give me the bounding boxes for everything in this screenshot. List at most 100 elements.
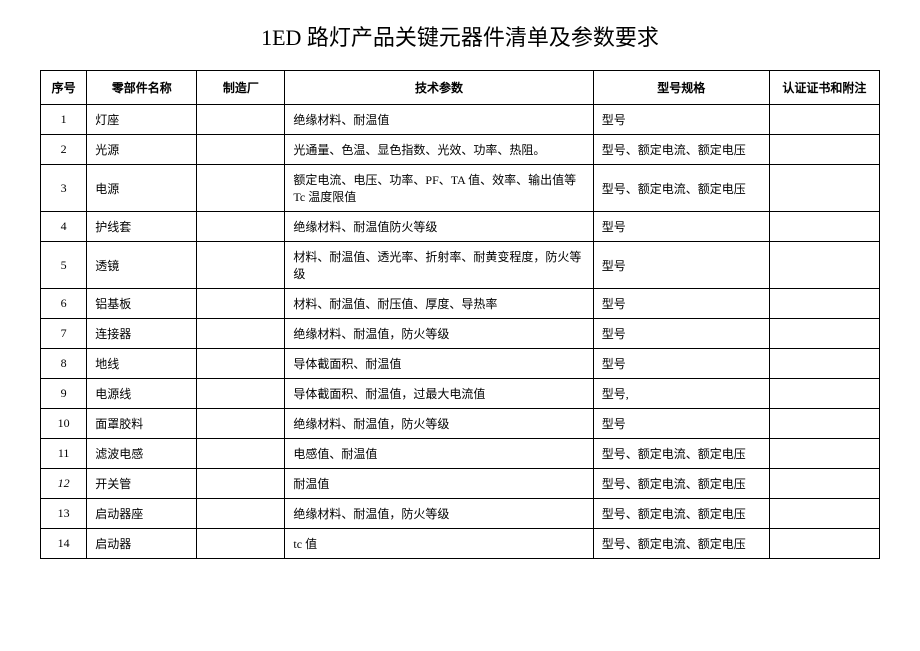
cell-tech: 耐温值 <box>285 469 593 499</box>
cell-model: 型号 <box>593 242 769 289</box>
cell-cert <box>769 289 879 319</box>
cell-tech: 导体截面积、耐温值，过最大电流值 <box>285 379 593 409</box>
cell-seq: 10 <box>41 409 87 439</box>
table-row: 10面罩胶料绝缘材料、耐温值，防火等级型号 <box>41 409 880 439</box>
cell-name: 灯座 <box>87 105 197 135</box>
table-row: 8地线 导体截面积、耐温值型号 <box>41 349 880 379</box>
cell-mfr <box>197 242 285 289</box>
table-row: 5透镜 材料、耐温值、透光率、折射率、耐黄变程度，防火等级型号 <box>41 242 880 289</box>
cell-name: 启动器座 <box>87 499 197 529</box>
table-header-row: 序号 零部件名称 制造厂 技术参数 型号规格 认证证书和附注 <box>41 71 880 105</box>
cell-mfr <box>197 135 285 165</box>
cell-seq: 9 <box>41 379 87 409</box>
cell-tech: 绝缘材料、耐温值，防火等级 <box>285 499 593 529</box>
cell-model: 型号、额定电流、额定电压 <box>593 165 769 212</box>
header-mfr: 制造厂 <box>197 71 285 105</box>
cell-model: 型号、额定电流、额定电压 <box>593 439 769 469</box>
cell-model: 型号 <box>593 105 769 135</box>
cell-tech: 材料、耐温值、透光率、折射率、耐黄变程度，防火等级 <box>285 242 593 289</box>
table-row: 3电源 额定电流、电压、功率、PF、TA 值、效率、输出值等 Tc 温度限值型号、… <box>41 165 880 212</box>
table-row: 2光源 光通量、色温、显色指数、光效、功率、热阻。型号、额定电流、额定电压 <box>41 135 880 165</box>
cell-seq: 7 <box>41 319 87 349</box>
header-seq: 序号 <box>41 71 87 105</box>
cell-seq: 14 <box>41 529 87 559</box>
cell-cert <box>769 499 879 529</box>
table-row: 1灯座绝缘材料、耐温值型号 <box>41 105 880 135</box>
cell-model: 型号、额定电流、额定电压 <box>593 469 769 499</box>
cell-cert <box>769 105 879 135</box>
cell-seq: 5 <box>41 242 87 289</box>
cell-name: 地线 <box>87 349 197 379</box>
cell-seq: 4 <box>41 212 87 242</box>
table-row: 12开关管 耐温值型号、额定电流、额定电压 <box>41 469 880 499</box>
cell-model: 型号、额定电流、额定电压 <box>593 499 769 529</box>
components-table: 序号 零部件名称 制造厂 技术参数 型号规格 认证证书和附注 1灯座绝缘材料、耐… <box>40 70 880 559</box>
cell-cert <box>769 212 879 242</box>
cell-model: 型号 <box>593 409 769 439</box>
cell-tech: 材料、耐温值、耐压值、厚度、导热率 <box>285 289 593 319</box>
cell-cert <box>769 469 879 499</box>
cell-seq: 1 <box>41 105 87 135</box>
cell-seq: 12 <box>41 469 87 499</box>
cell-mfr <box>197 379 285 409</box>
cell-seq: 8 <box>41 349 87 379</box>
cell-name: 启动器 <box>87 529 197 559</box>
cell-tech: 电感值、耐温值 <box>285 439 593 469</box>
cell-seq: 2 <box>41 135 87 165</box>
cell-cert <box>769 379 879 409</box>
cell-cert <box>769 529 879 559</box>
header-model: 型号规格 <box>593 71 769 105</box>
cell-mfr <box>197 105 285 135</box>
cell-model: 型号、额定电流、额定电压 <box>593 135 769 165</box>
table-row: 9电源线 导体截面积、耐温值，过最大电流值型号, <box>41 379 880 409</box>
cell-name: 铝基板 <box>87 289 197 319</box>
cell-tech: 光通量、色温、显色指数、光效、功率、热阻。 <box>285 135 593 165</box>
cell-seq: 3 <box>41 165 87 212</box>
table-row: 14启动器tc 值型号、额定电流、额定电压 <box>41 529 880 559</box>
cell-cert <box>769 409 879 439</box>
cell-name: 开关管 <box>87 469 197 499</box>
cell-mfr <box>197 289 285 319</box>
cell-model: 型号 <box>593 212 769 242</box>
table-row: 11滤波电感 电感值、耐温值型号、额定电流、额定电压 <box>41 439 880 469</box>
cell-seq: 11 <box>41 439 87 469</box>
cell-name: 透镜 <box>87 242 197 289</box>
cell-cert <box>769 439 879 469</box>
cell-tech: 导体截面积、耐温值 <box>285 349 593 379</box>
cell-tech: 绝缘材料、耐温值，防火等级 <box>285 319 593 349</box>
cell-cert <box>769 319 879 349</box>
cell-cert <box>769 165 879 212</box>
header-cert: 认证证书和附注 <box>769 71 879 105</box>
table-row: 6铝基板 材料、耐温值、耐压值、厚度、导热率型号 <box>41 289 880 319</box>
cell-model: 型号 <box>593 319 769 349</box>
cell-seq: 6 <box>41 289 87 319</box>
page-title: 1ED 路灯产品关键元器件清单及参数要求 <box>40 20 880 52</box>
header-tech: 技术参数 <box>285 71 593 105</box>
cell-tech: 绝缘材料、耐温值防火等级 <box>285 212 593 242</box>
cell-name: 滤波电感 <box>87 439 197 469</box>
cell-mfr <box>197 529 285 559</box>
cell-mfr <box>197 499 285 529</box>
cell-model: 型号 <box>593 289 769 319</box>
cell-model: 型号, <box>593 379 769 409</box>
cell-cert <box>769 349 879 379</box>
cell-tech: 额定电流、电压、功率、PF、TA 值、效率、输出值等 Tc 温度限值 <box>285 165 593 212</box>
table-row: 13启动器座绝缘材料、耐温值，防火等级型号、额定电流、额定电压 <box>41 499 880 529</box>
cell-cert <box>769 242 879 289</box>
cell-name: 连接器 <box>87 319 197 349</box>
cell-mfr <box>197 439 285 469</box>
cell-mfr <box>197 212 285 242</box>
cell-tech: tc 值 <box>285 529 593 559</box>
table-row: 7连接器 绝缘材料、耐温值，防火等级型号 <box>41 319 880 349</box>
cell-cert <box>769 135 879 165</box>
cell-mfr <box>197 469 285 499</box>
cell-mfr <box>197 319 285 349</box>
cell-name: 电源线 <box>87 379 197 409</box>
cell-mfr <box>197 409 285 439</box>
cell-mfr <box>197 349 285 379</box>
cell-name: 电源 <box>87 165 197 212</box>
cell-model: 型号 <box>593 349 769 379</box>
cell-name: 面罩胶料 <box>87 409 197 439</box>
cell-name: 护线套 <box>87 212 197 242</box>
cell-name: 光源 <box>87 135 197 165</box>
